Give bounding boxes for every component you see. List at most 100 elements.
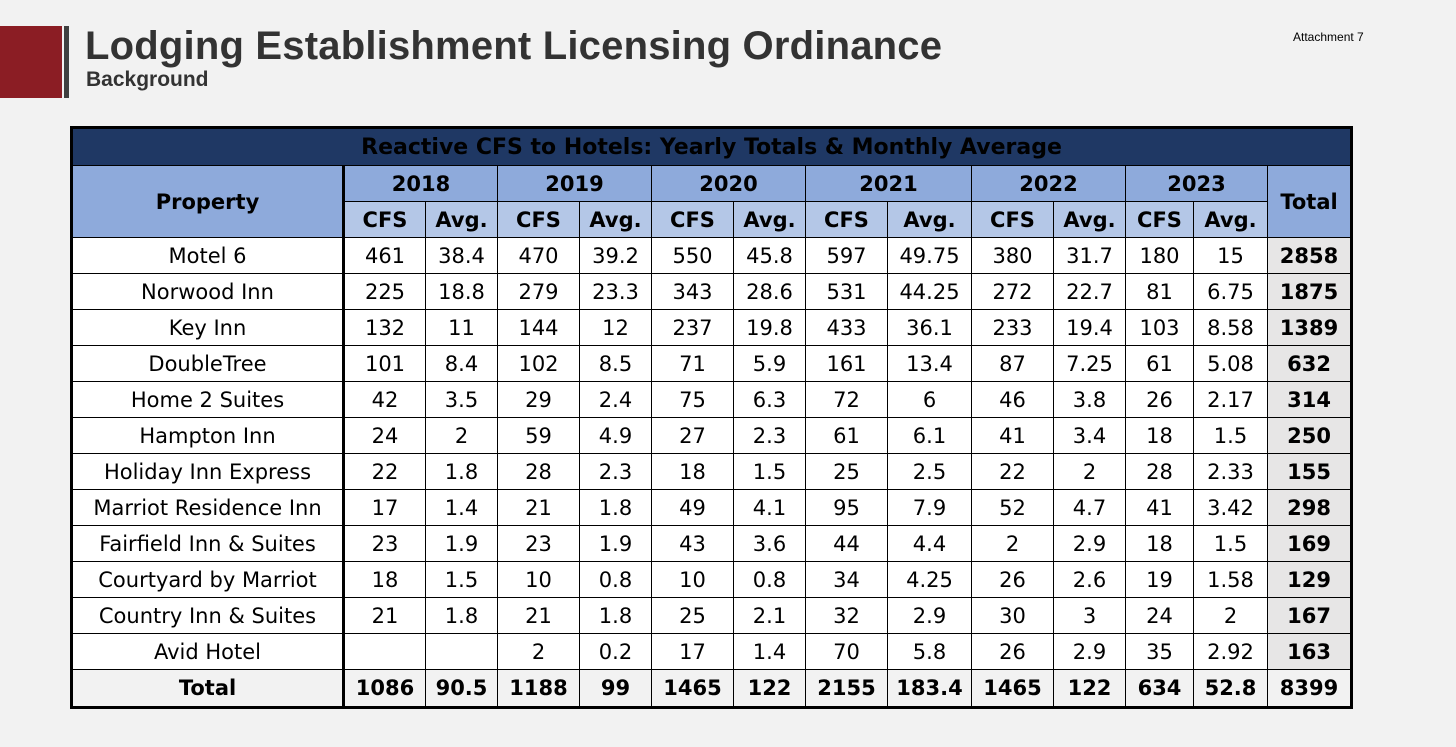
cfs-cell: 21 — [342, 597, 426, 634]
avg-cell: 3.6 — [733, 525, 806, 562]
cfs-cell: 72 — [805, 381, 888, 418]
avg-cell: 3.8 — [1053, 381, 1126, 418]
property-header: Property — [71, 165, 344, 238]
avg-subheader: Avg. — [733, 201, 806, 238]
avg-cell: 2 — [1193, 597, 1268, 634]
cfs-cell: 225 — [342, 273, 426, 310]
cfs-cell: 44 — [805, 525, 888, 562]
property-name: Avid Hotel — [71, 633, 344, 670]
avg-cell: 2.4 — [579, 381, 652, 418]
cfs-cell: 32 — [805, 597, 888, 634]
table-row: DoubleTree 101 8.4 102 8.5 71 5.9 161 13.4 87 7.25… — [71, 345, 1353, 382]
year-header: 2023 — [1125, 165, 1268, 202]
row-total-cell: 129 — [1266, 561, 1353, 598]
cfs-cell: 81 — [1125, 273, 1194, 310]
total-row-cell: 1465 — [971, 669, 1054, 708]
total-header: Total — [1266, 165, 1353, 238]
cfs-cell: 87 — [971, 345, 1054, 382]
cfs-cell: 49 — [651, 489, 734, 526]
total-row-cell: 1086 — [342, 669, 426, 708]
year-header: 2021 — [805, 165, 972, 202]
cfs-table: Reactive CFS to Hotels: Yearly Totals & … — [70, 126, 1354, 709]
divider-bar — [64, 26, 69, 98]
cfs-cell: 35 — [1125, 633, 1194, 670]
avg-cell: 2 — [425, 417, 498, 454]
cfs-cell: 17 — [342, 489, 426, 526]
table-row: Key Inn 132 11 144 12 237 19.8 433 36.1 233 19.4 10… — [71, 309, 1353, 346]
avg-cell: 1.8 — [579, 489, 652, 526]
grand-total-cell: 8399 — [1266, 669, 1353, 708]
cfs-cell: 70 — [805, 633, 888, 670]
property-name: Marriot Residence Inn — [71, 489, 344, 526]
total-row-cell: 90.5 — [425, 669, 498, 708]
cfs-cell: 343 — [651, 273, 734, 310]
property-name: Fairfield Inn & Suites — [71, 525, 344, 562]
avg-cell: 13.4 — [887, 345, 972, 382]
avg-cell: 2.6 — [1053, 561, 1126, 598]
cfs-subheader: CFS — [497, 201, 580, 238]
avg-cell: 4.7 — [1053, 489, 1126, 526]
cfs-cell: 18 — [1125, 417, 1194, 454]
total-row: Total 1086 90.5 1188 99 1465 122 2155 183.4 1465 1… — [71, 669, 1353, 708]
cfs-cell: 433 — [805, 309, 888, 346]
avg-cell: 2.9 — [1053, 633, 1126, 670]
avg-subheader: Avg. — [1053, 201, 1126, 238]
cfs-cell: 272 — [971, 273, 1054, 310]
cfs-cell: 597 — [805, 237, 888, 274]
cfs-cell: 17 — [651, 633, 734, 670]
cfs-cell: 43 — [651, 525, 734, 562]
page-title: Lodging Establishment Licensing Ordinanc… — [85, 24, 943, 68]
cfs-cell: 103 — [1125, 309, 1194, 346]
avg-cell: 15 — [1193, 237, 1268, 274]
row-total-cell: 250 — [1266, 417, 1353, 454]
row-total-cell: 1875 — [1266, 273, 1353, 310]
attachment-label: Attachment 7 — [1293, 30, 1364, 44]
cfs-cell: 24 — [342, 417, 426, 454]
cfs-cell: 26 — [971, 633, 1054, 670]
avg-cell: 1.58 — [1193, 561, 1268, 598]
cfs-cell: 34 — [805, 561, 888, 598]
year-header: 2022 — [971, 165, 1126, 202]
avg-cell: 44.25 — [887, 273, 972, 310]
avg-cell: 1.4 — [733, 633, 806, 670]
avg-subheader: Avg. — [579, 201, 652, 238]
avg-subheader: Avg. — [1193, 201, 1268, 238]
avg-cell: 4.9 — [579, 417, 652, 454]
cfs-cell: 279 — [497, 273, 580, 310]
cfs-cell: 21 — [497, 597, 580, 634]
total-row-cell: 2155 — [805, 669, 888, 708]
avg-cell: 1.5 — [425, 561, 498, 598]
property-name: Country Inn & Suites — [71, 597, 344, 634]
cfs-subheader: CFS — [1125, 201, 1194, 238]
cfs-cell: 23 — [497, 525, 580, 562]
avg-cell: 2 — [1053, 453, 1126, 490]
cfs-cell: 161 — [805, 345, 888, 382]
avg-cell: 5.08 — [1193, 345, 1268, 382]
cfs-cell: 61 — [805, 417, 888, 454]
cfs-cell: 25 — [651, 597, 734, 634]
avg-cell: 1.5 — [1193, 525, 1268, 562]
avg-cell: 1.8 — [425, 453, 498, 490]
table-row: Hampton Inn 24 2 59 4.9 27 2.3 61 6.1 41 3.4 18 1.5 2… — [71, 417, 1353, 454]
cfs-cell: 52 — [971, 489, 1054, 526]
cfs-cell: 18 — [1125, 525, 1194, 562]
table-row: Motel 6 461 38.4 470 39.2 550 45.8 597 49.75 380 3… — [71, 237, 1353, 274]
avg-cell: 22.7 — [1053, 273, 1126, 310]
cfs-cell: 41 — [971, 417, 1054, 454]
cfs-cell: 102 — [497, 345, 580, 382]
row-total-cell: 314 — [1266, 381, 1353, 418]
cfs-subheader: CFS — [971, 201, 1054, 238]
avg-cell: 45.8 — [733, 237, 806, 274]
avg-cell: 1.5 — [733, 453, 806, 490]
avg-cell: 19.8 — [733, 309, 806, 346]
avg-cell: 12 — [579, 309, 652, 346]
avg-cell: 31.7 — [1053, 237, 1126, 274]
table-row: Marriot Residence Inn 17 1.4 21 1.8 49 4.1 95 7.… — [71, 489, 1353, 526]
cfs-cell: 101 — [342, 345, 426, 382]
total-row-cell: 1188 — [497, 669, 580, 708]
cfs-cell: 41 — [1125, 489, 1194, 526]
property-name: Home 2 Suites — [71, 381, 344, 418]
avg-cell: 2.9 — [1053, 525, 1126, 562]
avg-cell: 2.17 — [1193, 381, 1268, 418]
table-row: Fairfield Inn & Suites 23 1.9 23 1.9 43 3.6 44 4… — [71, 525, 1353, 562]
